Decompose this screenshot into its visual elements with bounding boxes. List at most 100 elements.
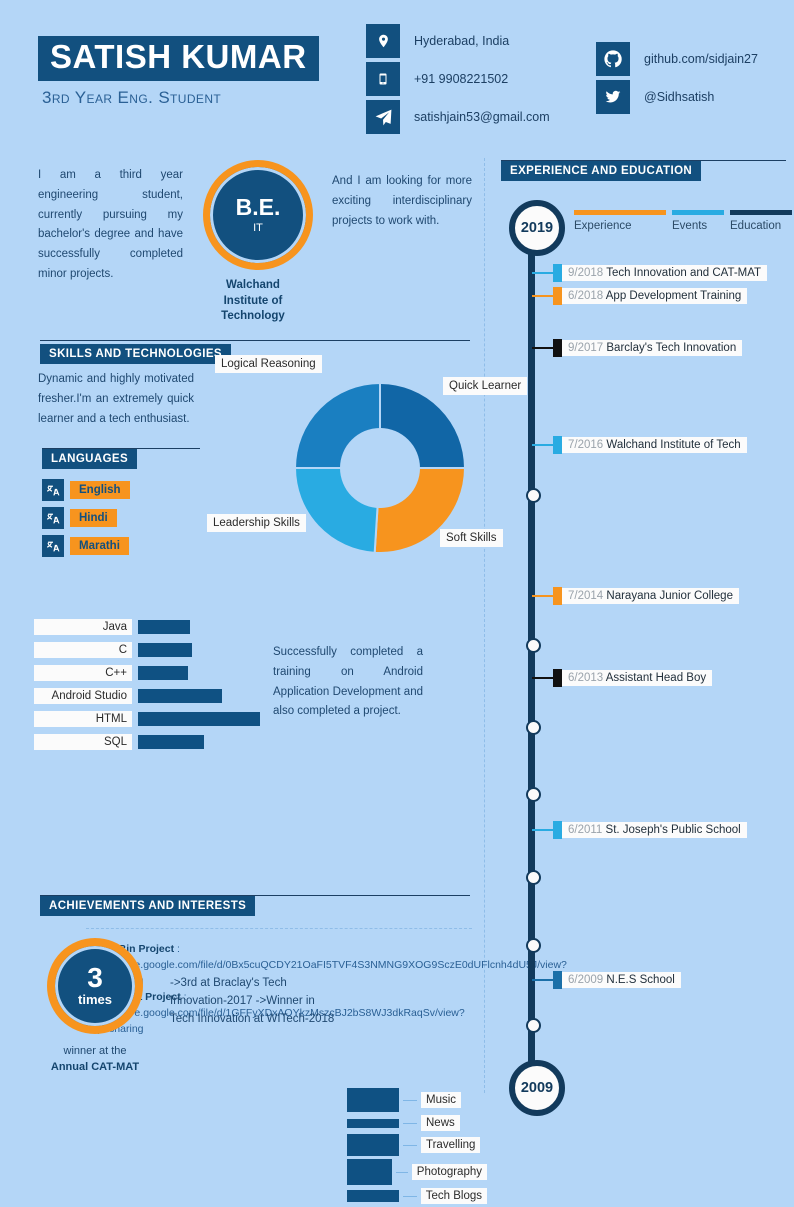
interest-bar	[347, 1159, 392, 1185]
list-item: News	[347, 1115, 487, 1131]
event-connector	[532, 828, 553, 832]
degree-caption: Walchand Institute of Technology	[221, 279, 285, 323]
timeline-dot	[526, 720, 541, 735]
event-date: 6/2009	[568, 974, 604, 986]
timeline-event: 6/2009 N.E.S School	[532, 971, 681, 989]
interest-connector	[402, 1195, 417, 1197]
list-item: Marathi	[42, 535, 200, 557]
event-title: Barclay's Tech Innovation	[606, 342, 737, 354]
left-column: I am a third year engineering student, c…	[0, 148, 567, 1204]
social-twitter-text: @Sidhsatish	[644, 90, 715, 104]
translate-icon	[42, 535, 64, 557]
timeline-dot	[526, 938, 541, 953]
bar-fill	[138, 711, 260, 726]
achievement-caption: winner at the Annual CAT-MAT	[40, 1044, 150, 1076]
timeline-dot	[526, 1018, 541, 1033]
event-title: N.E.S School	[606, 974, 675, 986]
experience-rule	[501, 160, 786, 161]
list-item: Music	[347, 1088, 487, 1112]
skills-description: Dynamic and highly motivated fresher.I'm…	[38, 373, 194, 425]
experience-heading: EXPERIENCE AND EDUCATION	[501, 161, 702, 181]
table-row: C	[34, 641, 274, 658]
event-pill: 6/2013 Assistant Head Boy	[562, 670, 713, 686]
interest-label: Travelling	[421, 1137, 481, 1153]
paper-plane-icon	[366, 100, 400, 134]
legend-swatch	[574, 210, 666, 215]
event-connector	[532, 594, 553, 598]
languages-section: LANGUAGES English Hindi	[42, 448, 200, 563]
languages-rule	[42, 448, 200, 449]
timeline-event: 7/2014 Narayana Junior College	[532, 587, 739, 605]
event-connector	[532, 978, 553, 982]
event-marker	[553, 339, 562, 357]
header: SATISH KUMAR 3rd Year Eng. Student Hyder…	[0, 0, 794, 148]
interest-label: News	[421, 1115, 460, 1131]
training-note: Successfully completed a training on And…	[273, 646, 423, 718]
twitter-icon	[596, 80, 630, 114]
list-item: Photography	[347, 1159, 487, 1185]
skills-heading: SKILLS AND TECHNOLOGIES	[40, 344, 231, 364]
timeline-legend: Experience Events Education	[574, 210, 794, 232]
bar-label: Android Studio	[34, 687, 132, 704]
translate-icon	[42, 479, 64, 501]
achievement-count: 3	[87, 962, 103, 994]
project-separator: :	[174, 943, 180, 955]
timeline-start-year: 2019	[509, 200, 565, 256]
language-label: English	[70, 481, 130, 499]
legend-swatch	[672, 210, 724, 215]
legend-item-experience: Experience	[574, 210, 666, 232]
bar-fill	[138, 642, 192, 657]
name-block: SATISH KUMAR 3rd Year Eng. Student	[38, 36, 319, 108]
skills-section-header: SKILLS AND TECHNOLOGIES	[40, 340, 470, 364]
timeline-dot	[526, 870, 541, 885]
event-marker	[553, 669, 562, 687]
table-row: Java	[34, 618, 274, 635]
legend-label: Events	[672, 220, 708, 232]
timeline-event: 9/2018 Tech Innovation and CAT-MAT	[532, 264, 768, 282]
interest-connector	[403, 1144, 417, 1146]
contact-item-location: Hyderabad, India	[366, 22, 550, 60]
interest-bar	[347, 1190, 399, 1202]
interest-label: Music	[421, 1092, 462, 1108]
event-pill: 6/2011 St. Joseph's Public School	[562, 822, 747, 838]
event-marker	[553, 436, 562, 454]
interest-bar	[347, 1134, 399, 1156]
legend-label: Experience	[574, 220, 632, 232]
timeline-event: 6/2011 St. Joseph's Public School	[532, 821, 747, 839]
header-subtitle: 3rd Year Eng. Student	[42, 87, 222, 107]
event-date: 9/2018	[568, 267, 604, 279]
social-item-twitter[interactable]: @Sidhsatish	[596, 78, 758, 116]
event-marker	[553, 264, 562, 282]
event-marker	[553, 287, 562, 305]
achievement-circle: 3 times	[47, 938, 143, 1034]
interests-chart: Music News Travelling Photography Tech B	[347, 1088, 487, 1207]
bar-label: SQL	[34, 733, 132, 750]
github-icon	[596, 42, 630, 76]
contact-location-text: Hyderabad, India	[414, 34, 510, 48]
event-date: 9/2017	[568, 342, 604, 354]
social-item-github[interactable]: github.com/sidjain27	[596, 40, 758, 78]
event-pill: 9/2017 Barclay's Tech Innovation	[562, 340, 743, 356]
event-connector	[532, 676, 553, 680]
achievements-list: ->3rd at Braclay's Tech Innovation-2017 …	[170, 977, 335, 1025]
achievement-caption-line2: Annual CAT-MAT	[50, 1060, 140, 1073]
interest-bar	[347, 1088, 399, 1112]
event-pill: 6/2018 App Development Training	[562, 288, 748, 304]
event-marker	[553, 587, 562, 605]
event-title: App Development Training	[605, 290, 742, 302]
table-row: HTML	[34, 710, 274, 727]
interest-bar	[347, 1118, 399, 1128]
event-date: 7/2016	[568, 439, 604, 451]
interest-connector	[403, 1099, 417, 1101]
timeline-end-year: 2009	[509, 1060, 565, 1116]
translate-icon	[42, 507, 64, 529]
interest-label: Tech Blogs	[420, 1188, 487, 1204]
table-row: C++	[34, 664, 274, 681]
event-title: Narayana Junior College	[606, 590, 733, 602]
event-title: Walchand Institute of Tech	[606, 439, 741, 451]
contact-item-email: satishjain53@gmail.com	[366, 98, 550, 136]
contact-phone-text: +91 9908221502	[414, 72, 509, 86]
interest-connector	[395, 1171, 408, 1173]
achievement-count-unit: times	[78, 991, 112, 1007]
skills-rule	[40, 340, 470, 341]
